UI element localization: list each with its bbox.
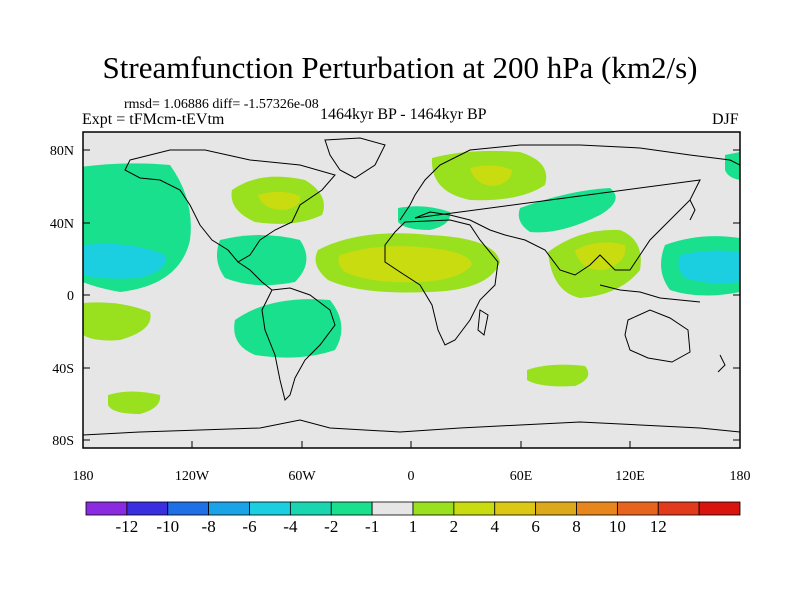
coast-eurasia — [399, 144, 740, 276]
colorbar-swatch — [167, 501, 210, 516]
anomaly-positive-europe-core — [470, 165, 512, 186]
anomaly-positive-northamerica-core — [258, 191, 301, 210]
colorbar-label: 10 — [609, 517, 626, 536]
colorbar-swatch — [494, 501, 537, 516]
colorbar-swatch — [576, 501, 618, 516]
colorbar-label: 2 — [450, 517, 459, 536]
colorbar-swatch — [657, 501, 700, 516]
lat-label-40s: 40S — [52, 362, 74, 377]
coast-madagascar — [477, 309, 489, 336]
anomaly-negative-pacific-core — [83, 243, 166, 279]
lat-label-80s: 80S — [52, 434, 74, 449]
coast-indonesia — [599, 284, 701, 303]
anomaly-positive-africa-core — [338, 246, 472, 283]
colorbar: -12 -10 -8 -6 -4 -2 -1 1 2 4 6 8 10 12 — [85, 501, 741, 536]
coastlines — [83, 137, 740, 436]
anomaly-negative-med — [398, 206, 451, 230]
lat-label-eq: 0 — [67, 289, 74, 304]
colorbar-label: 1 — [409, 517, 418, 536]
lon-label-60e: 60E — [510, 469, 533, 484]
lon-label-120w: 120W — [175, 469, 210, 484]
lon-label-180w: 180 — [73, 469, 94, 484]
anomaly-negative-arctic-east — [725, 152, 740, 180]
colorbar-label: -8 — [202, 517, 216, 536]
coast-japan — [689, 199, 696, 221]
anomaly-negative-westpacific-core — [678, 250, 740, 284]
lat-label-40n: 40N — [50, 217, 74, 232]
coast-northamerica — [124, 149, 336, 263]
colorbar-label: -6 — [242, 517, 256, 536]
colorbar-swatch — [371, 501, 414, 516]
stats-label: rmsd= 1.06886 diff= -1.57326e-08 — [124, 97, 319, 112]
coast-southamerica — [261, 287, 336, 401]
colorbar-label: -12 — [116, 517, 139, 536]
period-label: 1464kyr BP - 1464kyr BP — [320, 106, 487, 123]
lon-label-120e: 120E — [615, 469, 645, 484]
lon-label-0: 0 — [408, 469, 415, 484]
colorbar-label: -2 — [324, 517, 338, 536]
lon-label-180e: 180 — [730, 469, 751, 484]
coast-australia — [624, 309, 691, 363]
anomaly-negative-southamerica — [234, 299, 342, 358]
lat-tick-marks — [83, 149, 740, 441]
season-label: DJF — [712, 111, 739, 128]
colorbar-label: 8 — [572, 517, 581, 536]
colorbar-label: -1 — [365, 517, 379, 536]
contour-fields — [83, 150, 740, 414]
colorbar-swatch — [208, 501, 250, 516]
coast-greenland — [324, 137, 386, 179]
lat-label-80n: 80N — [50, 144, 74, 159]
colorbar-swatch — [535, 501, 577, 516]
coast-newzealand — [717, 354, 726, 373]
colorbar-label: 6 — [531, 517, 540, 536]
anomaly-negative-eastpacific — [83, 302, 151, 341]
coast-africa — [384, 219, 499, 346]
colorbar-swatch — [698, 501, 741, 516]
colorbar-swatch — [249, 501, 291, 516]
coast-centralamerica — [237, 261, 273, 291]
colorbar-swatch — [453, 501, 496, 516]
colorbar-swatch — [85, 501, 128, 516]
colorbar-label: -4 — [283, 517, 298, 536]
colorbar-label: 4 — [491, 517, 500, 536]
anomaly-negative-asia — [518, 188, 616, 233]
colorbar-swatch — [330, 501, 373, 516]
colorbar-label: 12 — [650, 517, 667, 536]
colorbar-swatch — [616, 501, 659, 516]
anomaly-positive-southernocean — [527, 364, 589, 387]
coast-antarctica — [83, 419, 740, 436]
anomaly-negative-northatlantic — [85, 173, 156, 204]
colorbar-swatch — [289, 501, 332, 516]
experiment-label: Expt = tFMcm-tEVtm — [82, 111, 225, 128]
colorbar-swatch — [126, 501, 169, 516]
lon-tick-marks — [82, 441, 741, 448]
colorbar-label: -10 — [156, 517, 179, 536]
lon-label-60w: 60W — [288, 469, 316, 484]
anomaly-positive-indianocean-core — [575, 242, 626, 271]
colorbar-swatch — [412, 501, 455, 516]
anomaly-negative-caribbean — [216, 235, 307, 286]
anomaly-positive-southpacific — [108, 391, 161, 414]
chart-title: Streamfunction Perturbation at 200 hPa (… — [102, 50, 698, 85]
